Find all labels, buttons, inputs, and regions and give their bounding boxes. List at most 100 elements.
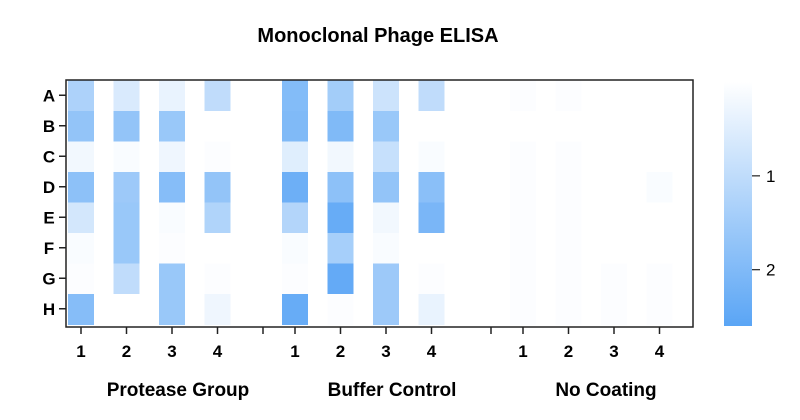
- row-label-G: G: [42, 269, 55, 288]
- cell-C-g3-c4: [646, 141, 673, 173]
- cell-F-g2-c1: [282, 233, 308, 264]
- column-label: 3: [381, 342, 390, 361]
- cell-H-g3-c1: [510, 294, 536, 325]
- group-labels: Protease Group Buffer Control No Coating: [107, 380, 657, 401]
- chart-title: Monoclonal Phage ELISA: [257, 25, 498, 47]
- cell-D-g2-c3: [373, 172, 399, 203]
- cell-G-g1-c1: [68, 263, 94, 295]
- row-label-H: H: [43, 300, 55, 319]
- cell-D-g3-c3: [601, 172, 627, 203]
- cell-C-g3-c1: [510, 141, 536, 173]
- cell-G-g1-c3: [159, 263, 185, 295]
- cell-E-g3-c3: [601, 202, 627, 234]
- group-label: Protease Group: [107, 380, 250, 401]
- cell-B-g1-c1: [68, 111, 94, 142]
- cell-C-g3-c3: [601, 141, 627, 173]
- cell-G-g3-c1: [510, 263, 536, 295]
- cell-E-g3-c1: [510, 202, 536, 234]
- cell-D-g3-c4: [646, 172, 673, 203]
- cell-C-g1-c3: [159, 141, 185, 173]
- cell-A-g1-c4: [204, 80, 231, 112]
- column-label: 1: [76, 342, 85, 361]
- cell-F-g1-c2: [113, 233, 140, 264]
- cell-D-g2-c4: [418, 172, 445, 203]
- cell-G-g3-c2: [555, 263, 582, 295]
- colorbar-ticks: 12: [752, 167, 775, 280]
- cell-G-g2-c1: [282, 263, 308, 295]
- cell-C-g2-c4: [418, 141, 445, 173]
- cell-B-g2-c4: [418, 111, 445, 142]
- cell-F-g2-c3: [373, 233, 399, 264]
- cell-F-g2-c2: [327, 233, 354, 264]
- cell-B-g2-c2: [327, 111, 354, 142]
- cell-F-g1-c1: [68, 233, 94, 264]
- cell-B-g2-c1: [282, 111, 308, 142]
- cell-G-g1-c4: [204, 263, 231, 295]
- column-label: 1: [518, 342, 527, 361]
- cell-H-g3-c4: [646, 294, 673, 325]
- cell-G-g2-c4: [418, 263, 445, 295]
- column-label: 1: [290, 342, 299, 361]
- cell-C-g2-c2: [327, 141, 354, 173]
- cell-B-g3-c3: [601, 111, 627, 142]
- cell-H-g2-c2: [327, 294, 354, 325]
- cell-F-g1-c3: [159, 233, 185, 264]
- cell-D-g1-c2: [113, 172, 140, 203]
- row-label-C: C: [43, 147, 55, 166]
- cell-B-g3-c2: [555, 111, 582, 142]
- cell-H-g1-c3: [159, 294, 185, 325]
- group-label: No Coating: [555, 380, 656, 401]
- cell-H-g3-c3: [601, 294, 627, 325]
- cell-A-g3-c2: [555, 80, 582, 112]
- cell-E-g3-c2: [555, 202, 582, 234]
- cell-E-g1-c3: [159, 202, 185, 234]
- cell-A-g2-c4: [418, 80, 445, 112]
- cell-A-g3-c4: [646, 80, 673, 112]
- cell-B-g3-c1: [510, 111, 536, 142]
- cell-C-g2-c1: [282, 141, 308, 173]
- cell-E-g1-c1: [68, 202, 94, 234]
- cell-G-g2-c2: [327, 263, 354, 295]
- row-label-E: E: [43, 208, 54, 227]
- cell-A-g1-c2: [113, 80, 140, 112]
- column-label: 3: [167, 342, 176, 361]
- cell-A-g3-c1: [510, 80, 536, 112]
- column-label: 2: [336, 342, 345, 361]
- column-label: 2: [564, 342, 573, 361]
- cell-E-g1-c2: [113, 202, 140, 234]
- cell-C-g1-c2: [113, 141, 140, 173]
- cell-E-g2-c4: [418, 202, 445, 234]
- column-label: 2: [122, 342, 131, 361]
- cell-G-g1-c2: [113, 263, 140, 295]
- cell-F-g3-c4: [646, 233, 673, 264]
- cell-D-g2-c2: [327, 172, 354, 203]
- cell-F-g3-c2: [555, 233, 582, 264]
- heatmap-cells: [68, 80, 673, 325]
- colorbar: [724, 82, 752, 326]
- cell-B-g1-c3: [159, 111, 185, 142]
- cell-F-g3-c3: [601, 233, 627, 264]
- cell-H-g1-c1: [68, 294, 94, 325]
- cell-A-g1-c1: [68, 80, 94, 112]
- cell-F-g3-c1: [510, 233, 536, 264]
- cell-G-g3-c3: [601, 263, 627, 295]
- row-label-F: F: [44, 239, 54, 258]
- cell-D-g3-c2: [555, 172, 582, 203]
- cell-C-g2-c3: [373, 141, 399, 173]
- group-label: Buffer Control: [328, 380, 457, 401]
- cell-H-g1-c2: [113, 294, 140, 325]
- cell-B-g2-c3: [373, 111, 399, 142]
- cell-A-g2-c1: [282, 80, 308, 112]
- column-label: 4: [427, 342, 437, 361]
- cell-B-g3-c4: [646, 111, 673, 142]
- column-label: 4: [213, 342, 223, 361]
- cell-A-g2-c2: [327, 80, 354, 112]
- colorbar-tick-label: 1: [766, 167, 775, 186]
- cell-H-g3-c2: [555, 294, 582, 325]
- plot-frame: [65, 79, 694, 328]
- cell-G-g2-c3: [373, 263, 399, 295]
- cell-F-g1-c4: [204, 233, 231, 264]
- cell-F-g2-c4: [418, 233, 445, 264]
- cell-B-g1-c4: [204, 111, 231, 142]
